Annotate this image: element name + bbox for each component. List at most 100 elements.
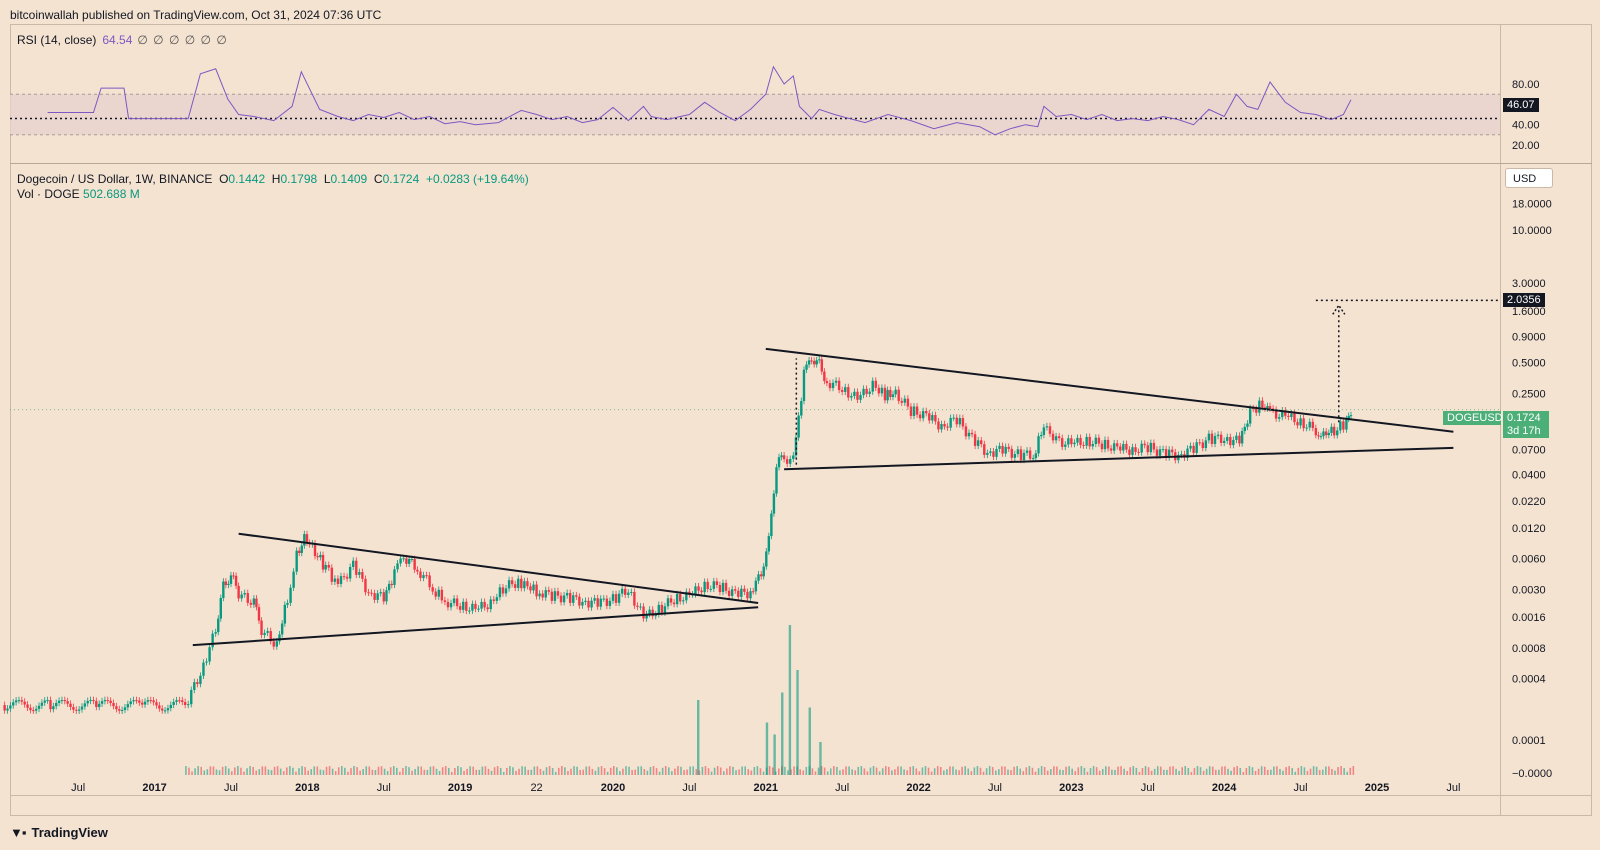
candle-body (651, 609, 654, 617)
volume-bar (304, 767, 306, 775)
candle-body (1290, 413, 1293, 418)
candle-body (275, 641, 279, 647)
volume-bar (1273, 766, 1275, 775)
candle-body (1277, 417, 1281, 419)
volume-bar (392, 766, 395, 775)
symbol-tag: DOGEUSD (1443, 411, 1503, 425)
candle-body (214, 632, 217, 634)
candle-body (393, 569, 396, 585)
candle-body (486, 607, 489, 610)
volume-bar (237, 766, 239, 775)
volume-bar (1178, 770, 1180, 775)
candle-body (1324, 431, 1328, 436)
volume-bar (1166, 769, 1168, 775)
volume-bar (1306, 771, 1309, 775)
tradingview-logo[interactable]: ▼▪ TradingView (10, 825, 108, 840)
volume-bar (368, 766, 371, 775)
volume-bar (463, 770, 465, 775)
candle-body (468, 610, 471, 612)
candle-body (425, 575, 428, 577)
candle-body (1137, 451, 1140, 453)
volume-bar (894, 769, 896, 775)
volume-bar (943, 770, 945, 775)
volume-legend[interactable]: Vol · DOGE 502.688 M (17, 187, 140, 201)
symbol-legend[interactable]: Dogecoin / US Dollar, 1W, BINANCE O0.144… (17, 172, 529, 186)
candle-body (777, 457, 781, 468)
volume-bar (1046, 770, 1049, 775)
volume-bar (359, 770, 361, 775)
volume-bar (860, 766, 863, 775)
volume-bar (814, 771, 817, 775)
volume-bar (515, 770, 517, 775)
candle-body (100, 701, 104, 704)
time-axis-tick: 2018 (295, 782, 319, 794)
candle-body (1189, 445, 1192, 449)
candle-body (300, 545, 303, 553)
volume-bar (350, 768, 352, 775)
candle-body (1248, 408, 1252, 424)
volume-bar (1123, 768, 1125, 775)
open-value: 0.1442 (228, 172, 266, 186)
volume-bar (405, 766, 407, 775)
candle-body (847, 387, 850, 398)
candle-body (831, 382, 835, 389)
volume-bar (337, 767, 340, 775)
candle-body (1293, 413, 1296, 423)
volume-bar (1120, 766, 1122, 775)
candle-body (316, 556, 319, 558)
volume-bar (451, 771, 453, 775)
volume-bar (1349, 767, 1352, 775)
volume-bar (664, 766, 667, 775)
volume-bar (457, 766, 459, 775)
volume-bar (1224, 766, 1226, 775)
volume-bar (1049, 769, 1052, 775)
volume-bar (561, 766, 563, 775)
candle-body (66, 701, 69, 704)
volume-bar (726, 768, 728, 775)
volume-bar (741, 766, 743, 775)
candle-body (780, 455, 783, 458)
currency-button[interactable]: USD (1505, 168, 1553, 188)
candle-body (967, 432, 971, 437)
candle-body (257, 607, 261, 621)
candle-body (1164, 449, 1168, 458)
candle-body (1001, 445, 1004, 454)
candle-body (645, 614, 648, 619)
volume-bar (460, 767, 462, 775)
candle-body (1152, 442, 1156, 450)
candle-body (611, 594, 615, 601)
volume-bar (542, 770, 545, 775)
volume-bar (836, 766, 838, 775)
volume-bar (230, 771, 233, 775)
volume-bar (1227, 768, 1229, 775)
time-axis-tick: Jul (377, 782, 391, 794)
candle-body (1155, 449, 1159, 456)
candle-body (1263, 407, 1267, 409)
rsi-legend[interactable]: RSI (14, close) 64.54 ∅ ∅ ∅ ∅ ∅ ∅ (17, 33, 228, 47)
candle-body (1222, 440, 1226, 443)
volume-bar (289, 766, 291, 775)
candle-body (1131, 447, 1134, 455)
volume-bar (1013, 766, 1015, 775)
volume-bar (1325, 766, 1327, 775)
volume-bar (1236, 766, 1238, 775)
candle-body (1091, 444, 1094, 447)
volume-bar (487, 768, 490, 775)
candle-body (237, 585, 240, 599)
candle-body (1116, 443, 1119, 447)
pane-separator[interactable] (10, 163, 1592, 164)
price-axis-tick: 0.9000 (1512, 331, 1546, 343)
candle-body (1342, 421, 1345, 430)
candle-body (23, 701, 26, 705)
volume-bar (735, 770, 737, 775)
candle-body (767, 536, 771, 552)
candle-body (544, 590, 547, 598)
candle-body (240, 594, 243, 599)
volume-bar (958, 770, 960, 775)
candle-body (266, 631, 269, 633)
volume-bar (753, 766, 756, 775)
volume-bar (716, 766, 719, 775)
volume-bar (649, 767, 652, 775)
volume-bar (985, 768, 988, 775)
